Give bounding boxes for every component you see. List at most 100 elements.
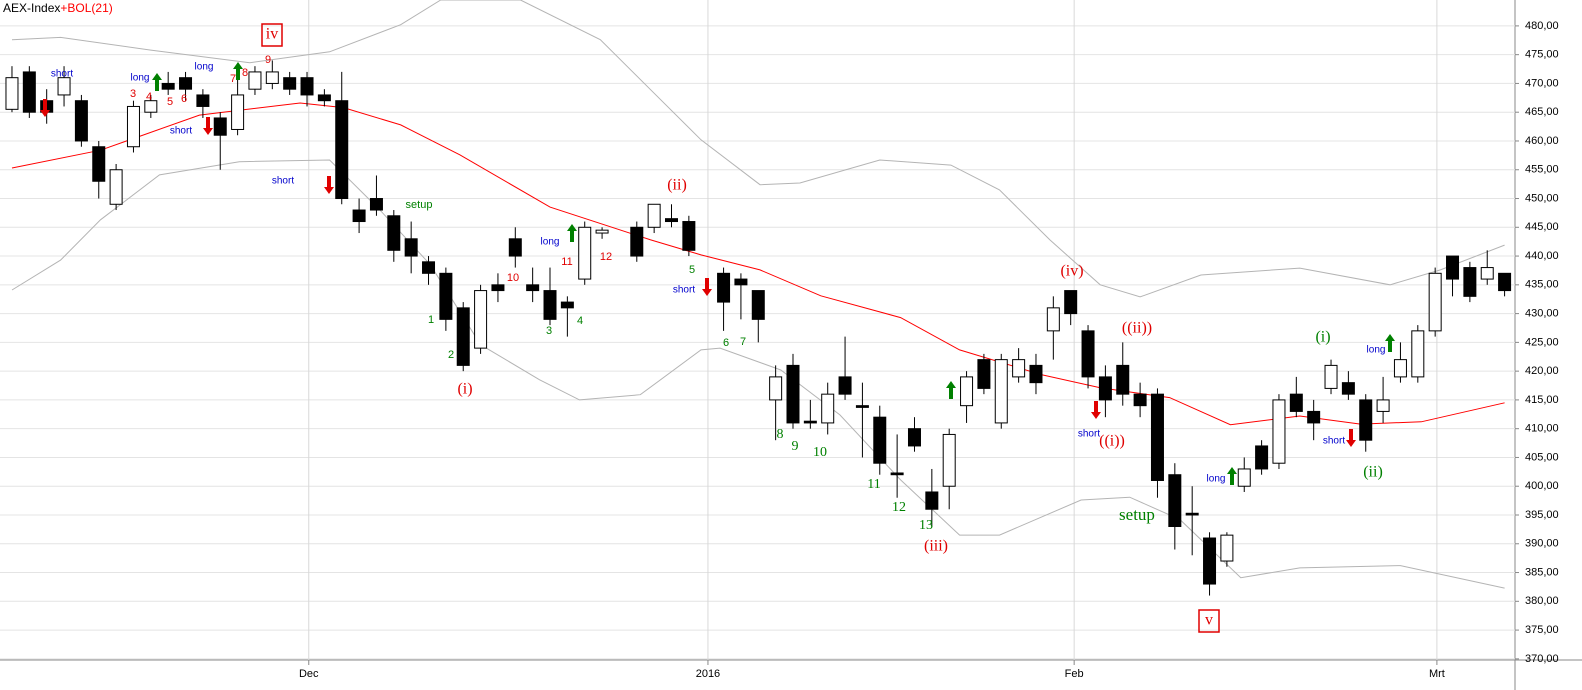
- y-tick-label: 375,00: [1525, 624, 1559, 636]
- arrow-up: [233, 62, 243, 80]
- annotation: iv: [266, 26, 278, 43]
- candle-body: [873, 416, 887, 464]
- candle-body: [491, 284, 505, 292]
- candle-body: [161, 82, 175, 90]
- candle-body: [942, 433, 956, 487]
- candle-body: [1307, 410, 1321, 424]
- candle-body: [1098, 376, 1112, 401]
- annotation: 8: [777, 427, 784, 442]
- annotation: v: [1205, 612, 1213, 629]
- y-tick-label: 475,00: [1525, 49, 1559, 61]
- annotation: short: [170, 126, 192, 137]
- chart-title: AEX-Index+BOL(21): [3, 1, 113, 15]
- arrow-down: [203, 117, 213, 135]
- annotation: 10: [507, 272, 519, 284]
- annotation: (iv): [1060, 263, 1083, 280]
- annotation: 2: [448, 349, 454, 361]
- candle-body: [1411, 330, 1425, 378]
- band-upper: [11, 0, 1505, 298]
- annotation: short: [51, 69, 73, 80]
- annotation: 7: [740, 336, 746, 348]
- candle-body: [855, 405, 869, 408]
- candle-body: [1393, 359, 1407, 378]
- candle-body: [1341, 382, 1355, 395]
- candle-body: [786, 364, 800, 424]
- annotation: 12: [600, 251, 612, 263]
- plot-area: [0, 0, 1515, 660]
- candle-body: [717, 272, 731, 303]
- annotation: 3: [130, 88, 136, 100]
- candle-body: [994, 359, 1008, 424]
- candle-body: [907, 428, 921, 447]
- annotation: 6: [723, 337, 729, 349]
- candle-body: [630, 226, 644, 257]
- candle-body: [1376, 399, 1390, 412]
- y-tick-label: 445,00: [1525, 221, 1559, 233]
- arrow-down: [1091, 401, 1101, 419]
- candle-body: [890, 472, 904, 476]
- candle-body: [1046, 307, 1060, 332]
- candle-body: [769, 376, 783, 401]
- y-tick-label: 460,00: [1525, 135, 1559, 147]
- arrow-up: [946, 381, 956, 399]
- x-tick-label: 2016: [696, 668, 720, 680]
- candle-body: [126, 105, 140, 148]
- annotation: long: [541, 237, 560, 248]
- candle-body: [803, 420, 817, 424]
- candle-body: [543, 290, 557, 320]
- annotation: short: [673, 285, 695, 296]
- annotation: 11: [561, 256, 572, 268]
- candle-body: [1150, 393, 1164, 481]
- candle-body: [925, 491, 939, 510]
- y-tick-label: 465,00: [1525, 106, 1559, 118]
- candle-body: [1220, 534, 1234, 562]
- annotation: 9: [792, 439, 799, 454]
- candle-body: [5, 77, 19, 110]
- candle-body: [439, 272, 453, 320]
- y-tick-label: 370,00: [1525, 653, 1559, 665]
- arrow-down: [324, 176, 334, 194]
- arrow-up: [567, 224, 577, 242]
- annotation: long: [131, 73, 150, 84]
- y-tick-label: 430,00: [1525, 308, 1559, 320]
- candle-body: [300, 77, 314, 96]
- candle-body: [578, 226, 592, 280]
- y-tick-label: 410,00: [1525, 423, 1559, 435]
- annotation: 6: [181, 93, 187, 105]
- candle-body: [1272, 399, 1286, 464]
- annotation: 11: [867, 477, 880, 492]
- candle-body: [1480, 267, 1494, 280]
- annotation: short: [272, 176, 294, 187]
- x-tick-label: Feb: [1065, 668, 1084, 680]
- y-tick-label: 405,00: [1525, 451, 1559, 463]
- annotation: ((i)): [1099, 433, 1125, 450]
- annotation-box: [1198, 609, 1220, 633]
- annotation: short: [1323, 436, 1345, 447]
- candle-body: [404, 238, 418, 257]
- candle-body: [1498, 272, 1512, 292]
- annotation: 8: [242, 67, 248, 79]
- annotation: 3: [546, 325, 552, 337]
- annotation: long: [1367, 345, 1386, 356]
- annotation: (i): [1315, 329, 1330, 346]
- candle-body: [1359, 399, 1373, 441]
- candle-body: [751, 290, 765, 320]
- candle-body: [734, 278, 748, 286]
- annotation: ((ii)): [1122, 320, 1152, 337]
- candle-body: [1185, 512, 1199, 516]
- annotation: (ii): [667, 177, 687, 194]
- candle-body: [22, 71, 36, 113]
- candle-body: [213, 117, 227, 136]
- annotation: 4: [146, 91, 152, 103]
- candle-body: [1133, 393, 1147, 407]
- candle-body: [821, 393, 835, 424]
- candle-body: [283, 77, 297, 90]
- annotation: 10: [813, 445, 827, 460]
- annotation-box: [261, 23, 283, 47]
- candle-body: [1446, 255, 1460, 280]
- candle-body: [1428, 272, 1442, 332]
- candle-body: [179, 77, 193, 90]
- arrow-up: [1227, 467, 1237, 485]
- annotation: 1: [428, 314, 434, 326]
- annotation: short: [1078, 429, 1100, 440]
